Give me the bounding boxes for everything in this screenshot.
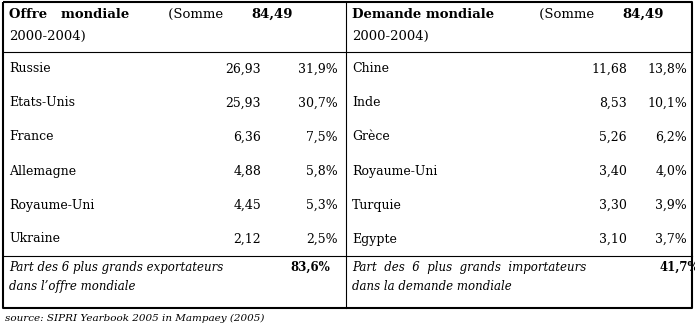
Text: dans la demande mondiale: dans la demande mondiale bbox=[352, 280, 512, 293]
Text: 4,0%: 4,0% bbox=[655, 165, 687, 177]
Text: 4,45: 4,45 bbox=[234, 198, 261, 211]
Text: dans l’offre mondiale: dans l’offre mondiale bbox=[9, 280, 136, 293]
Text: 6,36: 6,36 bbox=[233, 131, 261, 144]
Text: 7,5%: 7,5% bbox=[306, 131, 338, 144]
Text: Ukraine: Ukraine bbox=[9, 232, 60, 245]
Text: 2,12: 2,12 bbox=[234, 232, 261, 245]
Text: 5,26: 5,26 bbox=[599, 131, 627, 144]
Text: 8,53: 8,53 bbox=[599, 97, 627, 110]
Text: 2,5%: 2,5% bbox=[306, 232, 338, 245]
Text: 3,9%: 3,9% bbox=[655, 198, 687, 211]
Text: 10,1%: 10,1% bbox=[647, 97, 687, 110]
Text: 2000-2004): 2000-2004) bbox=[9, 30, 85, 43]
Text: 26,93: 26,93 bbox=[225, 62, 261, 75]
Text: 84,49: 84,49 bbox=[252, 8, 293, 21]
Text: 3,30: 3,30 bbox=[599, 198, 627, 211]
Text: 84,49: 84,49 bbox=[623, 8, 664, 21]
Text: 4,88: 4,88 bbox=[233, 165, 261, 177]
Text: Russie: Russie bbox=[9, 62, 51, 75]
Text: 3,10: 3,10 bbox=[599, 232, 627, 245]
Text: Allemagne: Allemagne bbox=[9, 165, 76, 177]
Text: Turquie: Turquie bbox=[352, 198, 402, 211]
Text: 30,7%: 30,7% bbox=[298, 97, 338, 110]
Text: 3,7%: 3,7% bbox=[655, 232, 687, 245]
Text: Demande mondiale: Demande mondiale bbox=[352, 8, 494, 21]
Text: France: France bbox=[9, 131, 54, 144]
Text: Offre   mondiale: Offre mondiale bbox=[9, 8, 129, 21]
Text: Part des 6 plus grands exportateurs: Part des 6 plus grands exportateurs bbox=[9, 261, 227, 274]
Text: 31,9%: 31,9% bbox=[298, 62, 338, 75]
Text: Etats-Unis: Etats-Unis bbox=[9, 97, 75, 110]
Text: 11,68: 11,68 bbox=[591, 62, 627, 75]
Text: 3,40: 3,40 bbox=[599, 165, 627, 177]
Text: 25,93: 25,93 bbox=[225, 97, 261, 110]
Text: (Somme: (Somme bbox=[535, 8, 603, 21]
Text: 13,8%: 13,8% bbox=[647, 62, 687, 75]
Text: 41,7%: 41,7% bbox=[659, 261, 695, 274]
Text: Inde: Inde bbox=[352, 97, 380, 110]
Text: 6,2%: 6,2% bbox=[655, 131, 687, 144]
Text: 83,6%: 83,6% bbox=[291, 261, 330, 274]
Text: Part  des  6  plus  grands  importateurs: Part des 6 plus grands importateurs bbox=[352, 261, 590, 274]
Text: Egypte: Egypte bbox=[352, 232, 397, 245]
Text: source: SIPRI Yearbook 2005 in Mampaey (2005): source: SIPRI Yearbook 2005 in Mampaey (… bbox=[5, 314, 264, 323]
Text: Grèce: Grèce bbox=[352, 131, 390, 144]
Text: 2000-2004): 2000-2004) bbox=[352, 30, 429, 43]
Text: 5,8%: 5,8% bbox=[306, 165, 338, 177]
Text: Royaume-Uni: Royaume-Uni bbox=[352, 165, 437, 177]
Text: Royaume-Uni: Royaume-Uni bbox=[9, 198, 95, 211]
Text: 5,3%: 5,3% bbox=[306, 198, 338, 211]
Text: Chine: Chine bbox=[352, 62, 389, 75]
Text: (Somme: (Somme bbox=[164, 8, 232, 21]
